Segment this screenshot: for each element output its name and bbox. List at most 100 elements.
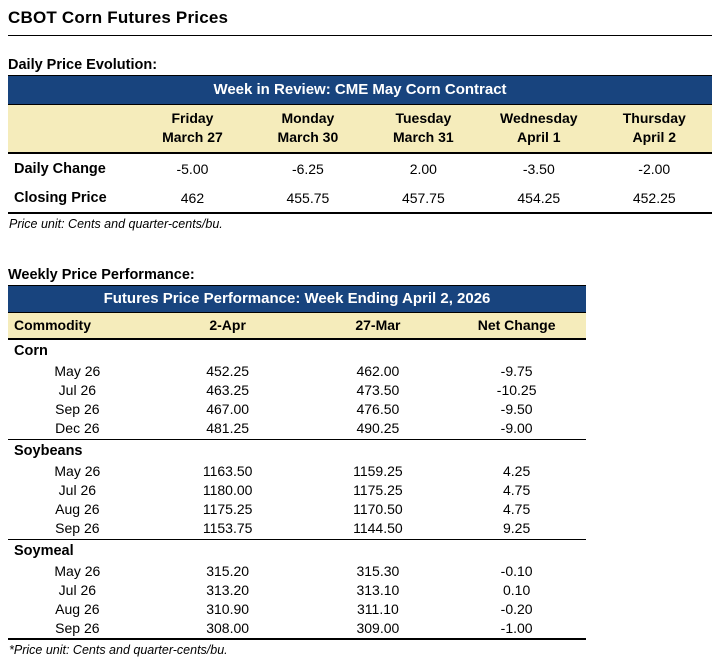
day-name: Wednesday <box>500 110 578 126</box>
table-row: Sep 26 467.00 476.50 -9.50 <box>8 400 586 419</box>
day-date: March 30 <box>277 129 339 145</box>
cell: 462 <box>180 190 205 206</box>
column-header-commodity: Commodity <box>8 312 147 340</box>
daily-table-title: Week in Review: CME May Corn Contract <box>8 75 712 105</box>
cell: 1144.50 <box>308 519 448 540</box>
cell: 311.10 <box>357 601 399 617</box>
contract-label: Jul 26 <box>58 382 97 398</box>
day-date: March 31 <box>393 129 454 145</box>
cell: 476.50 <box>356 401 400 417</box>
day-name: Friday <box>171 110 214 126</box>
column-header-2apr: 2-Apr <box>146 312 309 340</box>
cell: 473.50 <box>356 382 400 398</box>
table-row: Aug 26 310.90 311.10 -0.20 <box>8 600 586 619</box>
row-label: Daily Change <box>14 161 106 177</box>
day-header: Friday March 27 <box>134 104 251 154</box>
cell: -1.00 <box>500 620 533 636</box>
table-row: May 26 315.20 315.30 -0.10 <box>8 561 586 581</box>
cell: 315.20 <box>206 563 250 579</box>
cell: 313.20 <box>206 582 250 598</box>
cell: 462.00 <box>356 363 400 379</box>
cell: 490.25 <box>308 419 448 440</box>
contract-label: Jul 26 <box>58 582 97 598</box>
table-row: Jul 26 463.25 473.50 -10.25 <box>8 381 586 400</box>
cell: 1175.25 <box>353 482 403 498</box>
weekly-performance-table: Futures Price Performance: Week Ending A… <box>8 285 586 640</box>
weekly-table-column-header-row: Commodity 2-Apr 27-Mar Net Change <box>8 312 586 340</box>
day-header: Monday March 30 <box>250 104 366 154</box>
cell: -0.10 <box>500 563 533 579</box>
group-name: Corn <box>14 343 48 359</box>
table-row-closing-price: Closing Price 462 455.75 457.75 454.25 4… <box>8 183 712 213</box>
contract-label: Sep 26 <box>8 519 147 540</box>
daily-price-table: Week in Review: CME May Corn Contract Fr… <box>8 75 712 214</box>
cell: 4.75 <box>503 482 531 498</box>
table-row: Jul 26 1180.00 1175.25 4.75 <box>8 481 586 500</box>
day-date: April 1 <box>517 129 561 145</box>
group-name: Soymeal <box>14 543 74 559</box>
table-row: Aug 26 1175.25 1170.50 4.75 <box>8 500 586 519</box>
row-label: Closing Price <box>14 190 107 206</box>
cell: 1153.75 <box>146 519 309 540</box>
table-row: Sep 26 308.00 309.00 -1.00 <box>8 619 586 639</box>
group-header-soymeal: Soymeal <box>8 540 586 562</box>
cell: 310.90 <box>206 601 250 617</box>
day-date: March 27 <box>162 129 223 145</box>
cell: 309.00 <box>356 620 400 636</box>
cell: 454.25 <box>517 190 561 206</box>
contract-label: May 26 <box>54 463 101 479</box>
cell: 2.00 <box>409 161 437 177</box>
cell: 315.30 <box>356 563 400 579</box>
cell: 1163.50 <box>202 463 253 479</box>
day-name: Tuesday <box>395 110 452 126</box>
group-header-soybeans: Soybeans <box>8 440 586 462</box>
contract-label: Jul 26 <box>58 482 97 498</box>
contract-label: May 26 <box>54 363 101 379</box>
contract-label: Sep 26 <box>55 620 100 636</box>
cell: -5.00 <box>176 161 209 177</box>
footnote-daily: Price unit: Cents and quarter-cents/bu. <box>9 217 223 231</box>
cell: -9.50 <box>500 401 533 417</box>
cell: 1170.50 <box>353 501 403 517</box>
table-row: Jul 26 313.20 313.10 0.10 <box>8 581 586 600</box>
cell: 1180.00 <box>202 482 253 498</box>
day-name: Monday <box>281 110 335 126</box>
cell: -2.00 <box>638 161 671 177</box>
cell: 467.00 <box>206 401 250 417</box>
daily-table-day-header-row: Friday March 27 Monday March 30 Tuesday Mar… <box>8 104 712 154</box>
day-header-empty <box>8 104 135 154</box>
cell: 4.75 <box>503 501 531 517</box>
section-label-daily: Daily Price Evolution: <box>8 57 158 73</box>
contract-label: Sep 26 <box>55 401 100 417</box>
table-row: Dec 26 481.25 490.25 -9.00 <box>8 419 586 440</box>
cell: -3.50 <box>522 161 555 177</box>
column-header-net-change: Net Change <box>447 312 586 340</box>
day-header: Wednesday April 1 <box>481 104 597 154</box>
cell: 9.25 <box>447 519 586 540</box>
cell: -0.20 <box>500 601 533 617</box>
cell: 0.10 <box>503 582 531 598</box>
day-header: Tuesday March 31 <box>365 104 482 154</box>
weekly-table-title: Futures Price Performance: Week Ending A… <box>8 285 586 313</box>
table-row: May 26 452.25 462.00 -9.75 <box>8 361 586 381</box>
contract-label: May 26 <box>54 563 101 579</box>
daily-table-title-row: Week in Review: CME May Corn Contract <box>8 75 712 105</box>
day-header: Thursday April 2 <box>596 104 712 154</box>
contract-label: Aug 26 <box>55 601 100 617</box>
page-title: CBOT Corn Futures Prices <box>8 6 712 36</box>
contract-label: Dec 26 <box>8 419 147 440</box>
cell: 463.25 <box>206 382 250 398</box>
cell: 1175.25 <box>202 501 253 517</box>
cell: 452.25 <box>206 363 250 379</box>
day-date: April 2 <box>632 129 677 145</box>
group-name: Soybeans <box>14 443 83 459</box>
cell: 481.25 <box>146 419 309 440</box>
cell: -10.25 <box>496 382 537 398</box>
cell: 308.00 <box>206 620 250 636</box>
group-header-corn: Corn <box>8 339 586 361</box>
table-row: May 26 1163.50 1159.25 4.25 <box>8 461 586 481</box>
cell: -6.25 <box>291 161 324 177</box>
contract-label: Aug 26 <box>55 501 100 517</box>
cell: 4.25 <box>503 463 531 479</box>
table-row-daily-change: Daily Change -5.00 -6.25 2.00 -3.50 -2.0… <box>8 153 712 183</box>
